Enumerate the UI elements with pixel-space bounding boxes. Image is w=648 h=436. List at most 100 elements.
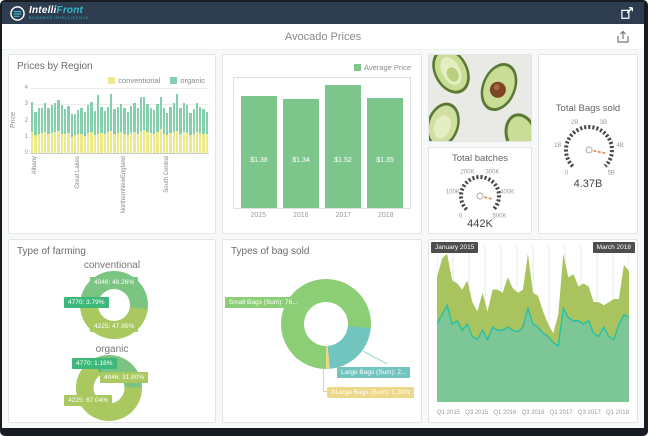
region-bar (152, 88, 156, 153)
region-bar (40, 88, 44, 153)
page-title: Avocado Prices (284, 30, 362, 43)
avg-bars: $1.38 $1.34 $1.52 $1.35 (233, 77, 411, 209)
area-axis-label: Q1 2018 (605, 410, 629, 416)
region-bar (162, 88, 166, 153)
avg-cats: 2015 2016 2017 2018 (233, 212, 411, 219)
avg-bar-value-label: $1.34 (292, 157, 310, 164)
panel-type-of-farming: Type of farming conventional 4046: 48.26… (8, 239, 216, 423)
avg-bar-value-label: $1.35 (376, 157, 394, 164)
dashboard: Prices by Region conventional organic Pr… (2, 50, 644, 429)
region-bar (50, 88, 54, 153)
region-bar (195, 88, 199, 153)
gridline: 3 (25, 101, 209, 107)
panel-prices-by-region: Prices by Region conventional organic Pr… (8, 54, 216, 234)
region-bar (96, 88, 100, 153)
legend-average-price[interactable]: Average Price (354, 63, 411, 72)
donut-heading-organic: organic (95, 344, 129, 355)
panel-volume-over-time: January 2015 March 2018 Q1 2015 Q3 2015 Q1… (428, 239, 638, 423)
legend-swatch-conventional (108, 77, 116, 84)
donut-ring (281, 279, 371, 369)
region-bar (192, 88, 195, 153)
slice-label: 4770: 3.79% (64, 297, 109, 308)
slice-label: 4770: 1.16% (72, 358, 117, 369)
region-bar (63, 88, 67, 153)
legend-swatch-organic (170, 77, 178, 84)
legend-conventional[interactable]: conventional (108, 76, 160, 85)
slice-label: 4046: 48.26% (90, 277, 139, 288)
connector-line (362, 350, 388, 365)
svg-text:0: 0 (459, 213, 463, 219)
slice-label: 4225: 67.04% (64, 395, 113, 406)
legend-organic[interactable]: organic (170, 76, 205, 85)
svg-text:3B: 3B (600, 120, 607, 126)
region-bar (113, 88, 116, 153)
avg-legend: Average Price (223, 55, 421, 75)
logo-subtitle: BUSINESS INTELLIGENCE (29, 15, 89, 20)
logo-wordmark: IntelliFront (29, 4, 84, 16)
region-bar (77, 88, 80, 153)
region-axis-label: Albany (31, 156, 38, 175)
y-tick-label: 3 (24, 101, 28, 108)
y-axis-title: Price (10, 112, 17, 128)
page-header: Avocado Prices (2, 24, 644, 50)
region-bar (133, 88, 136, 153)
conventional-donut-chart: 4046: 48.26% 4770: 3.79% 4225: 47.95% (12, 271, 212, 343)
batches-gauge: 0 100K 200K 300K 400K 500K (446, 169, 514, 219)
region-axis-label: NorthernNewEngland (121, 156, 128, 214)
area-axis-label: Q3 2015 (465, 410, 489, 416)
region-bar (182, 88, 185, 153)
region-stacked-bar-chart: Price 4 3 2 1 0 Albany Great Lakes NorthernNew… (9, 85, 215, 214)
region-bar (185, 88, 189, 153)
area-axis-label: Q3 2017 (577, 410, 601, 416)
region-bar (156, 88, 159, 153)
region-bar (189, 88, 192, 153)
gridline: 1 (25, 134, 209, 140)
y-tick-label: 2 (24, 117, 28, 124)
region-bar (139, 88, 143, 153)
region-bar (87, 88, 90, 153)
region-bar (116, 88, 120, 153)
avg-bar-column: $1.38 (241, 78, 277, 208)
region-bar (136, 88, 139, 153)
gauge-title: Total batches (452, 153, 508, 164)
svg-text:1B: 1B (554, 143, 561, 149)
svg-text:5B: 5B (608, 170, 615, 176)
avg-bar-column: $1.34 (283, 78, 319, 208)
svg-text:2B: 2B (571, 120, 578, 126)
panel-title: Types of bag sold (231, 246, 310, 257)
avg-bar: $1.34 (283, 99, 319, 208)
gauge-value: 442K (467, 218, 493, 230)
avg-bar-column: $1.52 (325, 78, 361, 208)
range-end-badge[interactable]: March 2018 (592, 242, 635, 253)
top-bar: IntelliFront BUSINESS INTELLIGENCE (2, 2, 644, 24)
region-plot-area: 4 3 2 1 0 (25, 85, 209, 156)
svg-text:400K: 400K (500, 190, 514, 196)
region-bar (100, 88, 103, 153)
donut-heading-conventional: conventional (83, 260, 141, 271)
region-bars-plot (30, 88, 209, 153)
app-logo[interactable]: IntelliFront BUSINESS INTELLIGENCE (10, 4, 89, 21)
svg-text:4B: 4B (616, 143, 623, 149)
area-axis-label: Q3 2016 (521, 410, 545, 416)
region-bar (169, 88, 172, 153)
area-chart (437, 246, 629, 402)
panel-average-price: Average Price $1.38 $1.34 $1.52 $1.35 2015 2… (222, 54, 422, 234)
region-bar (110, 88, 113, 153)
y-tick-label: 0 (24, 150, 28, 156)
panel-total-bags: Total Bags sold 0 1B 2B 3B 4B 5B 4.37B (538, 54, 638, 234)
range-start-badge[interactable]: January 2015 (431, 242, 479, 253)
area-axis-label: Q1 2016 (493, 410, 517, 416)
region-xlabels: Albany Great Lakes NorthernNewEngland South… (30, 154, 209, 214)
svg-text:100K: 100K (446, 190, 460, 196)
region-bar (106, 88, 110, 153)
export-icon[interactable] (616, 30, 630, 44)
bags-gauge: 0 1B 2B 3B 4B 5B (554, 120, 624, 176)
slice-label: Large Bags (Sum): 2... (337, 367, 411, 378)
gauge-value: 4.37B (573, 178, 603, 190)
area-svg (437, 246, 629, 402)
area-axis-label: Q1 2017 (549, 410, 573, 416)
region-bar (120, 88, 123, 153)
svg-text:300K: 300K (485, 169, 499, 175)
share-icon[interactable] (620, 6, 636, 20)
region-bar (199, 88, 202, 153)
